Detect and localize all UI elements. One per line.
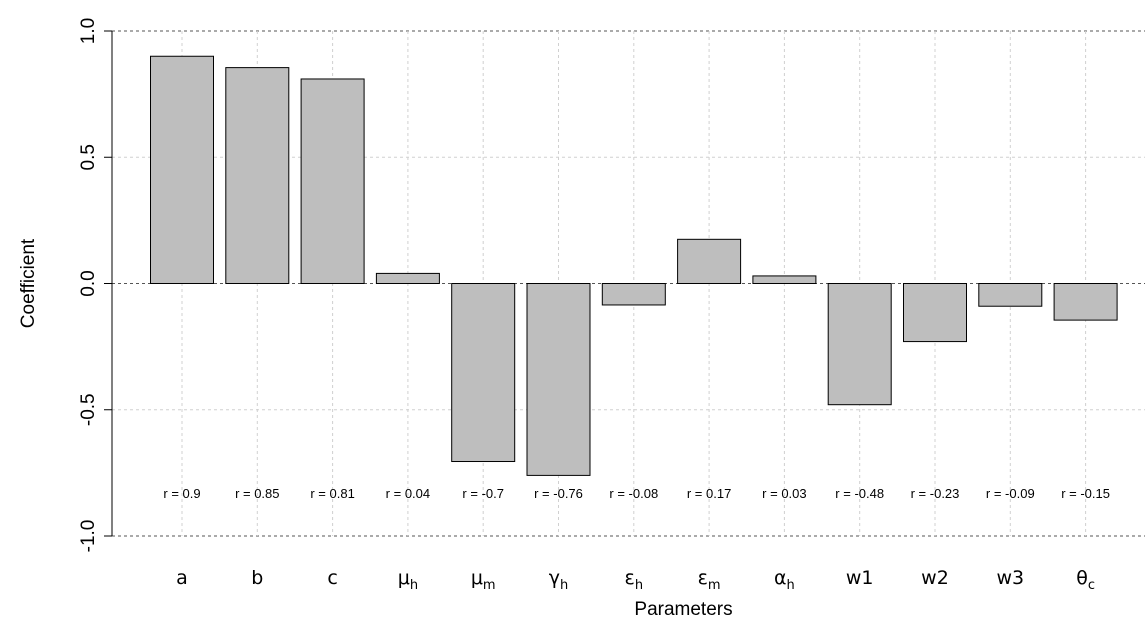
y-axis-title: Coefficient <box>18 238 39 328</box>
bar <box>451 283 516 463</box>
r-annotation: r = -0.7 <box>462 486 504 501</box>
bar <box>375 272 440 284</box>
bar <box>752 275 817 284</box>
y-tick-label: 0.0 <box>78 270 99 296</box>
bar <box>903 283 967 343</box>
r-annotation: r = -0.48 <box>835 486 884 501</box>
y-tick-label: 0.5 <box>78 144 99 170</box>
x-tick-label: αh <box>774 567 795 593</box>
r-annotation: r = -0.76 <box>534 486 583 501</box>
r-annotation: r = -0.09 <box>986 486 1035 501</box>
r-annotation: r = 0.03 <box>762 486 806 501</box>
x-tick-label: γh <box>549 567 569 593</box>
y-tick-label: -0.5 <box>78 393 99 426</box>
r-annotation: r = 0.9 <box>163 486 200 501</box>
x-tick-label: w2 <box>921 567 949 589</box>
y-tick-label: 1.0 <box>78 18 99 44</box>
r-annotation: r = 0.17 <box>687 486 731 501</box>
x-axis: a b c μh μm γh εh εm αh w1 w2 w3 θc <box>176 567 1095 593</box>
x-tick-label: εm <box>698 567 721 593</box>
bar <box>225 67 290 284</box>
x-axis-title: Parameters <box>634 599 732 620</box>
bar <box>1053 283 1118 321</box>
bar <box>978 283 1043 307</box>
bar <box>601 283 666 306</box>
r-annotation: r = 0.85 <box>235 486 279 501</box>
x-tick-label: b <box>251 567 263 589</box>
r-annotation: r = 0.04 <box>386 486 430 501</box>
x-tick-label: w1 <box>846 567 874 589</box>
x-tick-label: c <box>327 567 337 589</box>
x-tick-label: θc <box>1076 567 1095 593</box>
bar <box>677 238 742 284</box>
x-tick-label: μm <box>471 567 496 593</box>
x-tick-label: εh <box>625 567 644 593</box>
x-tick-label: w3 <box>996 567 1024 589</box>
bar <box>526 283 591 476</box>
bar <box>150 55 214 284</box>
r-annotation: r = -0.08 <box>609 486 658 501</box>
bars <box>150 55 1118 476</box>
r-annotation: r = -0.23 <box>911 486 960 501</box>
r-annotation: r = 0.81 <box>310 486 354 501</box>
annotations: r = 0.9 r = 0.85 r = 0.81 r = 0.04 r = -0.7 r… <box>163 486 1110 501</box>
bar <box>300 78 365 284</box>
r-annotation: r = -0.15 <box>1061 486 1110 501</box>
x-tick-label: μh <box>398 567 418 593</box>
bar <box>827 283 892 406</box>
y-tick-label: -1.0 <box>78 520 99 553</box>
x-tick-label: a <box>176 567 188 589</box>
y-axis: -1.0 -0.5 0.0 0.5 1.0 <box>78 18 113 553</box>
